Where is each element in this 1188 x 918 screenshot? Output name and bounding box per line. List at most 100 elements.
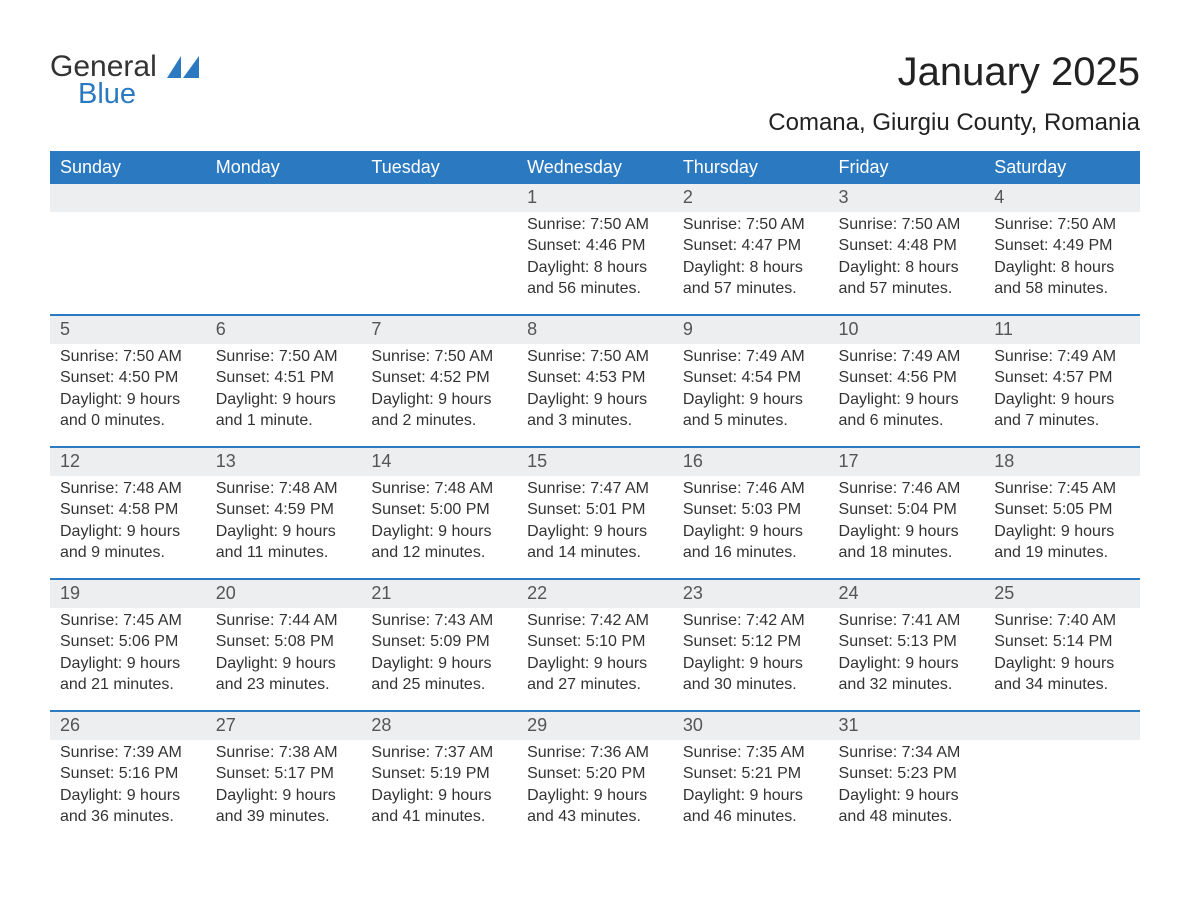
day-info: Sunrise: 7:50 AMSunset: 4:53 PMDaylight:…	[517, 344, 673, 438]
daylight-text: Daylight: 9 hours and 25 minutes.	[371, 653, 507, 696]
day-header: Tuesday	[361, 151, 517, 184]
sunrise-text: Sunrise: 7:34 AM	[839, 742, 975, 764]
daylight-text: Daylight: 9 hours and 32 minutes.	[839, 653, 975, 696]
day-info: Sunrise: 7:44 AMSunset: 5:08 PMDaylight:…	[206, 608, 362, 702]
calendar-cell: 12Sunrise: 7:48 AMSunset: 4:58 PMDayligh…	[50, 447, 206, 579]
sunrise-text: Sunrise: 7:49 AM	[683, 346, 819, 368]
calendar-cell	[50, 184, 206, 315]
sunrise-text: Sunrise: 7:39 AM	[60, 742, 196, 764]
calendar-cell: 6Sunrise: 7:50 AMSunset: 4:51 PMDaylight…	[206, 315, 362, 447]
day-info: Sunrise: 7:38 AMSunset: 5:17 PMDaylight:…	[206, 740, 362, 834]
calendar-cell: 2Sunrise: 7:50 AMSunset: 4:47 PMDaylight…	[673, 184, 829, 315]
sunrise-text: Sunrise: 7:50 AM	[371, 346, 507, 368]
sunrise-text: Sunrise: 7:50 AM	[60, 346, 196, 368]
sunset-text: Sunset: 4:48 PM	[839, 235, 975, 257]
sunrise-text: Sunrise: 7:36 AM	[527, 742, 663, 764]
calendar-page: General Blue January 2025 Comana, Giurgi…	[50, 50, 1140, 842]
calendar-cell: 30Sunrise: 7:35 AMSunset: 5:21 PMDayligh…	[673, 711, 829, 842]
daylight-text: Daylight: 9 hours and 7 minutes.	[994, 389, 1130, 432]
day-info: Sunrise: 7:50 AMSunset: 4:46 PMDaylight:…	[517, 212, 673, 306]
daylight-text: Daylight: 9 hours and 16 minutes.	[683, 521, 819, 564]
date-number: 27	[206, 712, 362, 740]
day-info: Sunrise: 7:50 AMSunset: 4:49 PMDaylight:…	[984, 212, 1140, 306]
day-info: Sunrise: 7:41 AMSunset: 5:13 PMDaylight:…	[829, 608, 985, 702]
day-info: Sunrise: 7:50 AMSunset: 4:50 PMDaylight:…	[50, 344, 206, 438]
day-info: Sunrise: 7:36 AMSunset: 5:20 PMDaylight:…	[517, 740, 673, 834]
day-info: Sunrise: 7:50 AMSunset: 4:52 PMDaylight:…	[361, 344, 517, 438]
date-number: 19	[50, 580, 206, 608]
calendar-cell: 28Sunrise: 7:37 AMSunset: 5:19 PMDayligh…	[361, 711, 517, 842]
daylight-text: Daylight: 9 hours and 39 minutes.	[216, 785, 352, 828]
sunrise-text: Sunrise: 7:50 AM	[839, 214, 975, 236]
calendar-head: SundayMondayTuesdayWednesdayThursdayFrid…	[50, 151, 1140, 184]
date-number: 7	[361, 316, 517, 344]
sunrise-text: Sunrise: 7:41 AM	[839, 610, 975, 632]
sunset-text: Sunset: 5:20 PM	[527, 763, 663, 785]
sunrise-text: Sunrise: 7:43 AM	[371, 610, 507, 632]
sunset-text: Sunset: 5:17 PM	[216, 763, 352, 785]
sunrise-text: Sunrise: 7:50 AM	[527, 214, 663, 236]
daylight-text: Daylight: 9 hours and 36 minutes.	[60, 785, 196, 828]
sunset-text: Sunset: 5:23 PM	[839, 763, 975, 785]
day-info: Sunrise: 7:43 AMSunset: 5:09 PMDaylight:…	[361, 608, 517, 702]
daylight-text: Daylight: 9 hours and 30 minutes.	[683, 653, 819, 696]
sunset-text: Sunset: 5:16 PM	[60, 763, 196, 785]
sunrise-text: Sunrise: 7:46 AM	[683, 478, 819, 500]
month-title: January 2025	[768, 50, 1140, 95]
sunset-text: Sunset: 4:57 PM	[994, 367, 1130, 389]
calendar-cell	[984, 711, 1140, 842]
sunset-text: Sunset: 5:09 PM	[371, 631, 507, 653]
date-number: 28	[361, 712, 517, 740]
daylight-text: Daylight: 9 hours and 2 minutes.	[371, 389, 507, 432]
calendar-cell	[361, 184, 517, 315]
date-number: 24	[829, 580, 985, 608]
day-info: Sunrise: 7:49 AMSunset: 4:56 PMDaylight:…	[829, 344, 985, 438]
sunrise-text: Sunrise: 7:50 AM	[683, 214, 819, 236]
sunset-text: Sunset: 4:47 PM	[683, 235, 819, 257]
calendar-body: 1Sunrise: 7:50 AMSunset: 4:46 PMDaylight…	[50, 184, 1140, 842]
date-number: 14	[361, 448, 517, 476]
sunset-text: Sunset: 4:58 PM	[60, 499, 196, 521]
date-number: 29	[517, 712, 673, 740]
date-number: 30	[673, 712, 829, 740]
calendar-cell: 20Sunrise: 7:44 AMSunset: 5:08 PMDayligh…	[206, 579, 362, 711]
calendar-cell: 23Sunrise: 7:42 AMSunset: 5:12 PMDayligh…	[673, 579, 829, 711]
page-header: General Blue January 2025 Comana, Giurgi…	[50, 50, 1140, 147]
daylight-text: Daylight: 9 hours and 34 minutes.	[994, 653, 1130, 696]
sunset-text: Sunset: 4:56 PM	[839, 367, 975, 389]
day-info: Sunrise: 7:45 AMSunset: 5:05 PMDaylight:…	[984, 476, 1140, 570]
sunset-text: Sunset: 5:04 PM	[839, 499, 975, 521]
calendar-cell: 25Sunrise: 7:40 AMSunset: 5:14 PMDayligh…	[984, 579, 1140, 711]
date-number: 22	[517, 580, 673, 608]
sunrise-text: Sunrise: 7:46 AM	[839, 478, 975, 500]
calendar-cell: 17Sunrise: 7:46 AMSunset: 5:04 PMDayligh…	[829, 447, 985, 579]
sunset-text: Sunset: 5:19 PM	[371, 763, 507, 785]
sunset-text: Sunset: 5:12 PM	[683, 631, 819, 653]
calendar-cell: 26Sunrise: 7:39 AMSunset: 5:16 PMDayligh…	[50, 711, 206, 842]
calendar-cell: 11Sunrise: 7:49 AMSunset: 4:57 PMDayligh…	[984, 315, 1140, 447]
sunrise-text: Sunrise: 7:48 AM	[216, 478, 352, 500]
calendar-week: 12Sunrise: 7:48 AMSunset: 4:58 PMDayligh…	[50, 447, 1140, 579]
title-block: January 2025 Comana, Giurgiu County, Rom…	[768, 50, 1140, 147]
calendar-cell: 16Sunrise: 7:46 AMSunset: 5:03 PMDayligh…	[673, 447, 829, 579]
day-header: Friday	[829, 151, 985, 184]
sunset-text: Sunset: 4:50 PM	[60, 367, 196, 389]
calendar-week: 1Sunrise: 7:50 AMSunset: 4:46 PMDaylight…	[50, 184, 1140, 315]
date-number: 11	[984, 316, 1140, 344]
calendar-cell	[206, 184, 362, 315]
date-number: 16	[673, 448, 829, 476]
day-info: Sunrise: 7:50 AMSunset: 4:51 PMDaylight:…	[206, 344, 362, 438]
date-number: 10	[829, 316, 985, 344]
sunrise-text: Sunrise: 7:35 AM	[683, 742, 819, 764]
day-header: Wednesday	[517, 151, 673, 184]
calendar-cell: 31Sunrise: 7:34 AMSunset: 5:23 PMDayligh…	[829, 711, 985, 842]
date-number: 1	[517, 184, 673, 212]
calendar-cell: 14Sunrise: 7:48 AMSunset: 5:00 PMDayligh…	[361, 447, 517, 579]
calendar-table: SundayMondayTuesdayWednesdayThursdayFrid…	[50, 151, 1140, 842]
daylight-text: Daylight: 9 hours and 14 minutes.	[527, 521, 663, 564]
date-number	[206, 184, 362, 212]
daylight-text: Daylight: 9 hours and 18 minutes.	[839, 521, 975, 564]
sunset-text: Sunset: 4:51 PM	[216, 367, 352, 389]
calendar-cell: 13Sunrise: 7:48 AMSunset: 4:59 PMDayligh…	[206, 447, 362, 579]
date-number: 3	[829, 184, 985, 212]
